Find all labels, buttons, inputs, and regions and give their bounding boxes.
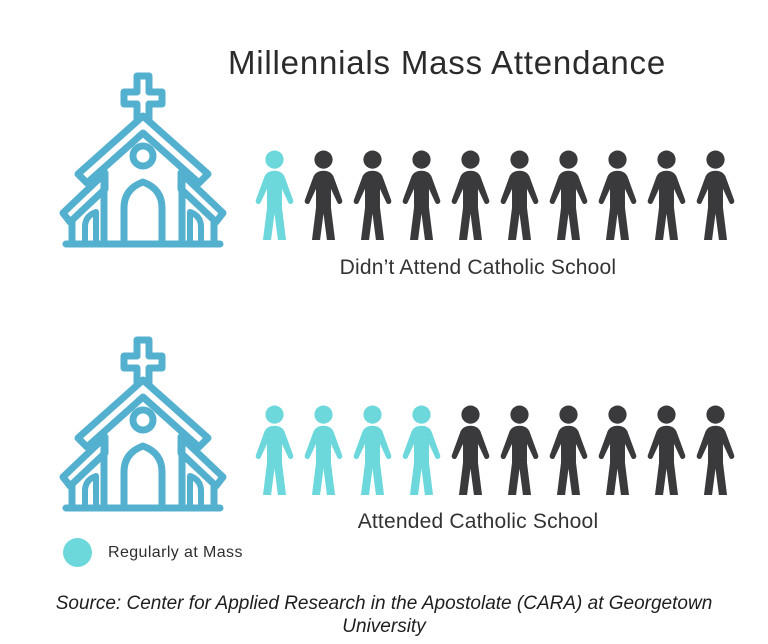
church-icon bbox=[59, 336, 227, 512]
person-icon bbox=[647, 405, 686, 495]
person-icon bbox=[598, 405, 637, 495]
pictogram-row-attended bbox=[252, 405, 738, 498]
row-label-attended: Attended Catholic School bbox=[357, 510, 599, 533]
person-icon bbox=[598, 150, 637, 240]
pictogram-row-didnt-attend bbox=[252, 150, 738, 243]
person-icon bbox=[304, 150, 343, 240]
person-icon bbox=[255, 405, 294, 495]
person-icon bbox=[500, 405, 539, 495]
person-icon bbox=[255, 150, 294, 240]
source-attribution: Source: Center for Applied Research in t… bbox=[55, 593, 713, 638]
legend-label: Regularly at Mass bbox=[108, 543, 243, 561]
person-icon bbox=[451, 150, 490, 240]
person-icon bbox=[402, 405, 441, 495]
person-icon bbox=[353, 405, 392, 495]
person-icon bbox=[696, 150, 735, 240]
legend-dot-teal-circle-icon bbox=[63, 538, 92, 567]
person-icon bbox=[549, 150, 588, 240]
person-icon bbox=[647, 150, 686, 240]
person-icon bbox=[353, 150, 392, 240]
person-icon bbox=[696, 405, 735, 495]
person-icon bbox=[451, 405, 490, 495]
person-icon bbox=[549, 405, 588, 495]
chart-title: Millennials Mass Attendance bbox=[228, 44, 666, 81]
legend: Regularly at Mass bbox=[63, 538, 243, 567]
person-icon bbox=[402, 150, 441, 240]
person-icon bbox=[304, 405, 343, 495]
church-icon bbox=[59, 72, 227, 248]
person-icon bbox=[500, 150, 539, 240]
row-label-didnt-attend: Didn’t Attend Catholic School bbox=[339, 256, 617, 279]
